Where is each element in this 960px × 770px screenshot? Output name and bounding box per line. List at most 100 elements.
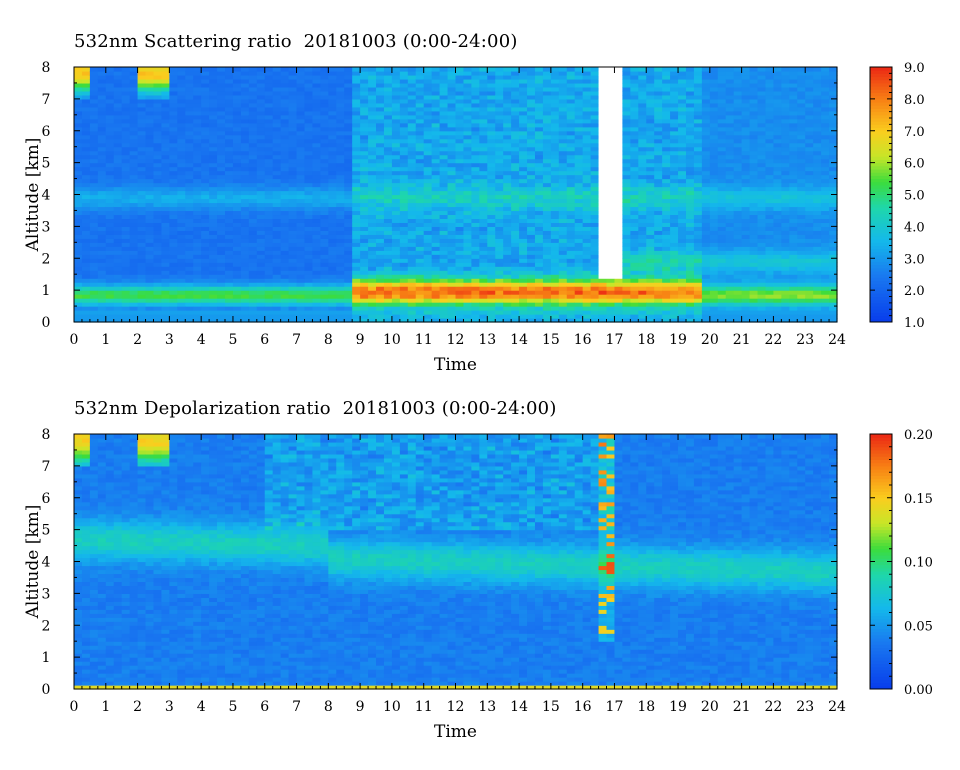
heatmap-cell — [137, 170, 147, 176]
heatmap-cell — [463, 134, 472, 140]
heatmap-cell — [606, 202, 616, 208]
heatmap-cell — [296, 134, 306, 140]
heatmap-cell — [519, 67, 528, 72]
heatmap-cell — [344, 70, 353, 76]
heatmap-cell — [415, 282, 425, 287]
heatmap-cell — [177, 158, 186, 164]
heatmap-cell — [495, 142, 504, 148]
heatmap-cell — [320, 158, 329, 164]
heatmap-cell — [638, 302, 647, 307]
heatmap-cell — [113, 90, 123, 96]
heatmap-cell — [614, 214, 624, 220]
heatmap-cell — [360, 186, 369, 192]
heatmap-cell — [368, 166, 377, 172]
heatmap-cell — [209, 318, 218, 323]
heatmap-cell — [550, 238, 560, 243]
heatmap-cell — [113, 210, 123, 216]
heatmap-cell — [264, 278, 274, 283]
heatmap-cell — [503, 74, 512, 80]
heatmap-cell — [455, 106, 465, 112]
heatmap-cell — [304, 94, 314, 100]
heatmap-cell — [328, 146, 337, 152]
heatmap-cell — [81, 218, 91, 223]
heatmap-cell — [296, 278, 306, 283]
heatmap-cell — [415, 278, 425, 283]
heatmap-cell — [304, 86, 314, 92]
heatmap-cell — [97, 266, 107, 271]
heatmap-cell — [598, 90, 608, 96]
heatmap-cell — [304, 270, 314, 275]
heatmap-cell — [312, 274, 321, 279]
heatmap-cell — [646, 318, 655, 323]
heatmap-cell — [415, 194, 425, 200]
heatmap-cell — [137, 270, 147, 275]
heatmap-cell — [169, 78, 178, 84]
heatmap-cell — [360, 114, 369, 120]
heatmap-cell — [225, 130, 234, 136]
heatmap-cell — [81, 246, 91, 251]
heatmap-cell — [352, 230, 361, 235]
heatmap-cell — [670, 94, 679, 100]
heatmap-cell — [566, 114, 576, 120]
heatmap-cell — [606, 290, 616, 295]
heatmap-cell — [511, 214, 520, 220]
heatmap-cell — [113, 158, 123, 164]
heatmap-cell — [654, 310, 663, 315]
heatmap-cell — [566, 178, 576, 184]
heatmap-cell — [654, 70, 663, 76]
heatmap-cell — [201, 246, 210, 251]
heatmap-cell — [606, 246, 616, 251]
heatmap-cell — [606, 98, 616, 104]
heatmap-cell — [399, 214, 409, 220]
heatmap-cell — [121, 142, 131, 148]
heatmap-cell — [256, 202, 266, 208]
heatmap-cell — [654, 186, 663, 192]
heatmap-cell — [368, 294, 377, 299]
heatmap-cell — [542, 126, 552, 132]
heatmap-cell — [685, 158, 695, 164]
heatmap-cell — [455, 278, 465, 283]
heatmap-cell — [646, 290, 655, 295]
heatmap-cell — [201, 310, 210, 315]
heatmap-cell — [519, 278, 528, 283]
heatmap-cell — [89, 158, 99, 164]
heatmap-cell — [566, 274, 576, 279]
heatmap-cell — [169, 254, 178, 259]
heatmap-cell — [534, 198, 544, 204]
heatmap-cell — [685, 146, 695, 152]
heatmap-cell — [248, 206, 258, 212]
heatmap-cell — [145, 110, 155, 116]
heatmap-cell — [622, 122, 631, 128]
heatmap-cell — [685, 218, 695, 223]
heatmap-cell — [240, 134, 250, 140]
heatmap-cell — [344, 314, 353, 319]
heatmap-cell — [614, 74, 624, 80]
heatmap-cell — [534, 74, 544, 80]
heatmap-cell — [383, 238, 393, 243]
heatmap-cell — [423, 186, 433, 192]
heatmap-cell — [336, 138, 345, 144]
heatmap-cell — [193, 306, 202, 311]
heatmap-cell — [81, 94, 91, 100]
heatmap-cell — [240, 290, 250, 295]
heatmap-cell — [248, 78, 258, 84]
heatmap-cell — [193, 122, 202, 128]
heatmap-cell — [137, 138, 147, 144]
heatmap-cell — [225, 150, 234, 156]
heatmap-cell — [232, 102, 242, 108]
heatmap-cell — [431, 278, 441, 283]
heatmap-cell — [471, 170, 480, 176]
heatmap-cell — [678, 250, 687, 255]
heatmap-cell — [121, 226, 131, 231]
heatmap-cell — [185, 170, 194, 176]
heatmap-cell — [74, 226, 83, 231]
heatmap-cell — [185, 278, 194, 283]
heatmap-cell — [415, 218, 425, 223]
heatmap-cell — [391, 254, 401, 259]
heatmap-cell — [304, 178, 314, 184]
heatmap-cell — [209, 206, 218, 212]
heatmap-cell — [439, 162, 449, 168]
heatmap-cell — [328, 70, 337, 76]
heatmap-cell — [256, 114, 266, 120]
heatmap-cell — [503, 282, 512, 287]
